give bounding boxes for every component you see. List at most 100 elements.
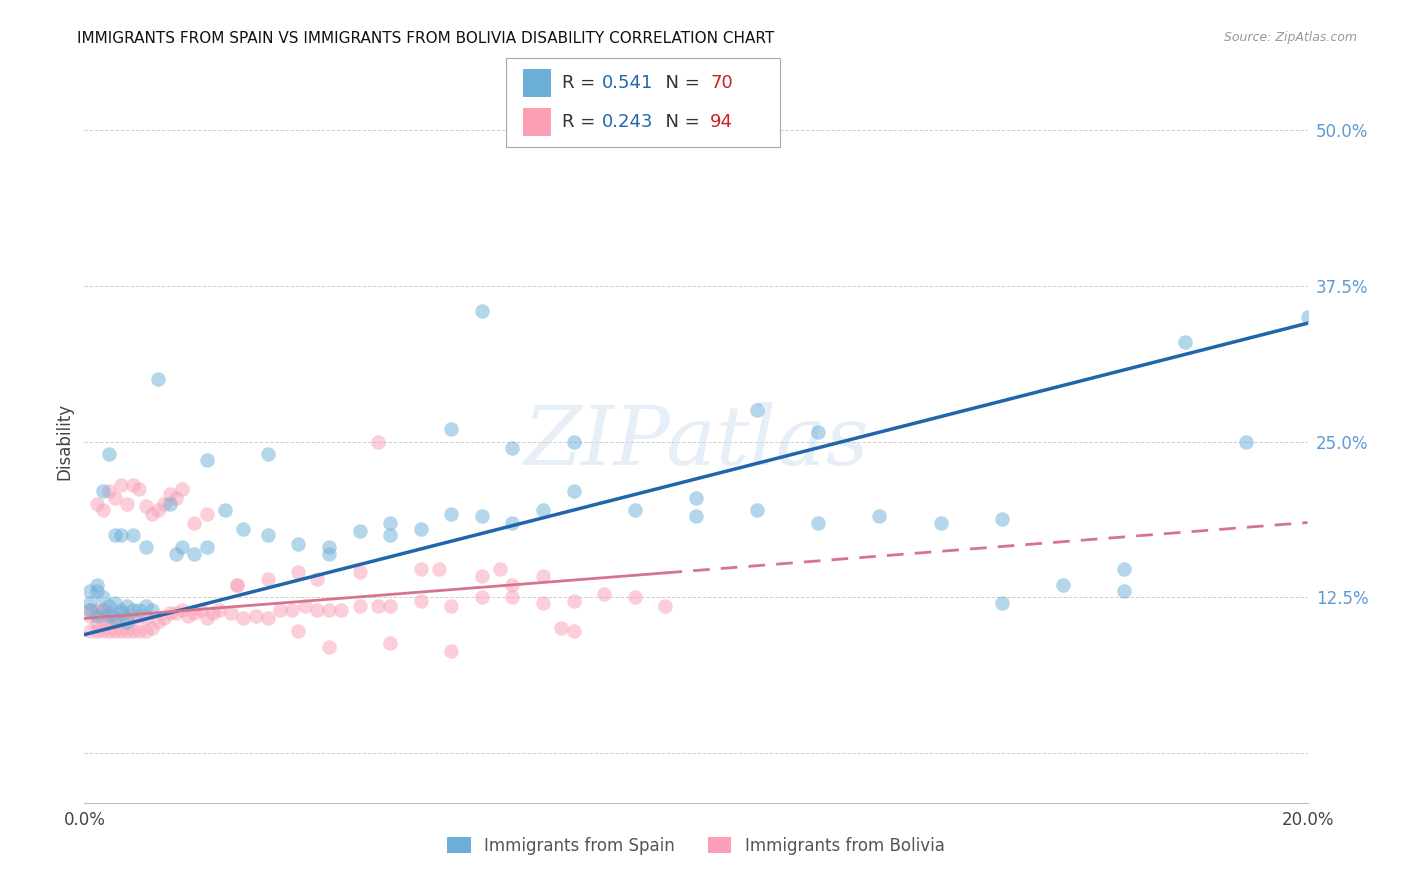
Point [135, 599, 157, 613]
Point [471, 303, 494, 318]
Point [593, 586, 616, 600]
Point [195, 507, 218, 521]
Point [257, 572, 280, 586]
Point [440, 644, 463, 658]
Point [245, 609, 267, 624]
Point [190, 603, 212, 617]
Point [97, 484, 120, 499]
Point [318, 541, 340, 555]
Point [685, 509, 707, 524]
Point [1114, 561, 1136, 575]
Point [86, 584, 108, 599]
Point [177, 609, 200, 624]
Point [146, 503, 169, 517]
Text: N =: N = [654, 113, 706, 131]
Point [183, 516, 205, 530]
Point [195, 541, 218, 555]
Point [122, 611, 145, 625]
Point [104, 615, 127, 630]
Point [305, 603, 328, 617]
Point [115, 624, 138, 638]
Point [232, 611, 254, 625]
Point [685, 491, 707, 505]
Point [165, 491, 187, 505]
Point [97, 607, 120, 621]
Point [471, 509, 494, 524]
Point [349, 566, 371, 580]
Point [110, 611, 132, 625]
Point [257, 528, 280, 542]
Point [122, 603, 145, 617]
Text: IMMIGRANTS FROM SPAIN VS IMMIGRANTS FROM BOLIVIA DISABILITY CORRELATION CHART: IMMIGRANTS FROM SPAIN VS IMMIGRANTS FROM… [77, 31, 775, 46]
Point [104, 491, 127, 505]
Point [1174, 334, 1197, 349]
Point [183, 547, 205, 561]
Point [159, 487, 181, 501]
Legend: Immigrants from Spain, Immigrants from Bolivia: Immigrants from Spain, Immigrants from B… [439, 829, 953, 863]
Point [104, 528, 127, 542]
Point [165, 547, 187, 561]
Point [128, 609, 150, 624]
Point [367, 599, 389, 613]
Point [79, 609, 101, 624]
Point [110, 528, 132, 542]
Point [122, 478, 145, 492]
Point [110, 607, 132, 621]
Point [219, 607, 242, 621]
Point [550, 621, 572, 635]
Y-axis label: Disability: Disability [55, 403, 73, 480]
Point [409, 561, 432, 575]
Point [294, 599, 316, 613]
Point [128, 624, 150, 638]
Point [79, 624, 101, 638]
Point [201, 607, 224, 621]
Point [349, 599, 371, 613]
Point [91, 603, 114, 617]
Point [1236, 434, 1258, 449]
Point [104, 597, 127, 611]
Point [97, 615, 120, 630]
Point [141, 621, 163, 635]
Point [991, 512, 1014, 526]
Point [489, 561, 512, 575]
Point [380, 528, 402, 542]
Point [214, 503, 236, 517]
Point [97, 599, 120, 613]
Text: 0.243: 0.243 [602, 113, 654, 131]
Point [269, 603, 291, 617]
Point [86, 609, 108, 624]
Point [128, 482, 150, 496]
Point [232, 522, 254, 536]
Point [172, 541, 194, 555]
Point [318, 640, 340, 654]
Text: Source: ZipAtlas.com: Source: ZipAtlas.com [1223, 31, 1357, 45]
Point [1114, 584, 1136, 599]
Point [287, 537, 309, 551]
Point [208, 603, 231, 617]
Point [86, 578, 108, 592]
Point [257, 447, 280, 461]
Point [165, 607, 187, 621]
Point [624, 503, 647, 517]
Point [135, 624, 157, 638]
Point [110, 478, 132, 492]
Text: ZIPatlas: ZIPatlas [523, 401, 869, 482]
Point [502, 591, 524, 605]
Point [440, 507, 463, 521]
Point [502, 516, 524, 530]
Point [318, 603, 340, 617]
Point [153, 611, 176, 625]
Point [135, 541, 157, 555]
Text: 70: 70 [710, 74, 733, 92]
Point [869, 509, 891, 524]
Point [409, 594, 432, 608]
Text: R =: R = [562, 74, 602, 92]
Point [97, 624, 120, 638]
Point [305, 572, 328, 586]
Point [349, 524, 371, 539]
Point [153, 497, 176, 511]
Point [1296, 310, 1319, 324]
Point [97, 609, 120, 624]
Point [471, 569, 494, 583]
Point [91, 603, 114, 617]
